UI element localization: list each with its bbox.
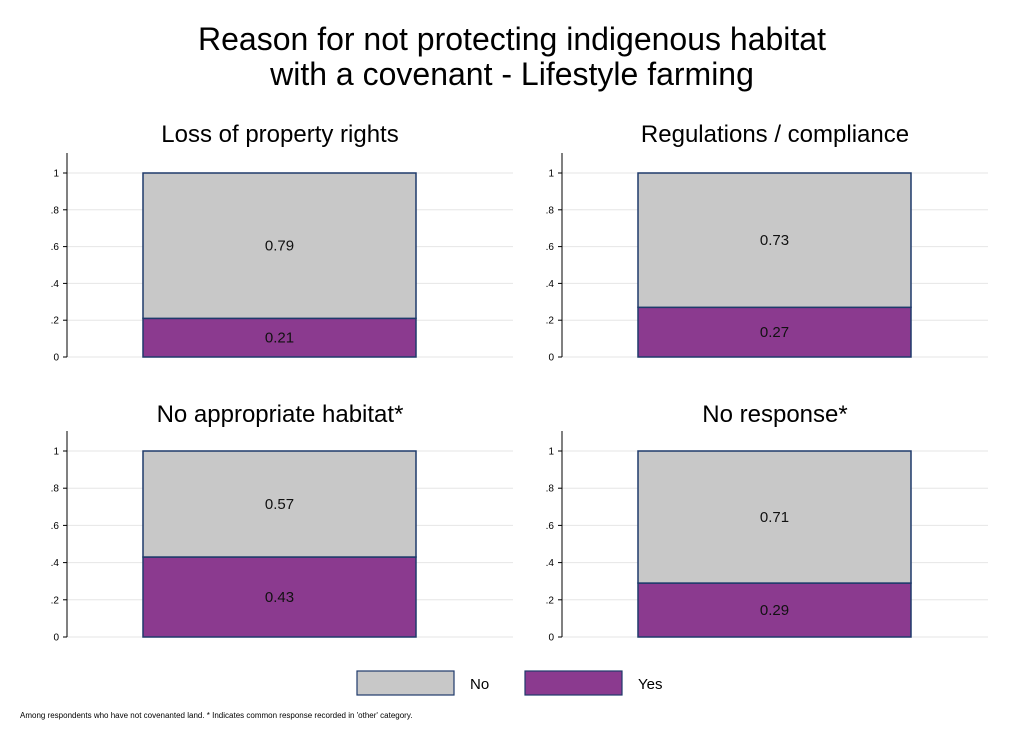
y-tick-label: .2	[51, 316, 60, 327]
y-tick-label: 0	[53, 353, 59, 364]
y-tick-label: .2	[546, 316, 555, 327]
chart-title-line-2: with a covenant - Lifestyle farming	[269, 56, 754, 92]
y-tick-label: .6	[546, 521, 555, 532]
legend-label-no: No	[470, 676, 489, 693]
panels-group: Loss of property rights0.2.4.6.810.210.7…	[51, 121, 988, 644]
y-tick-label: 0	[548, 353, 554, 364]
bar-label-no: 0.57	[265, 496, 294, 513]
bar-no	[637, 172, 912, 309]
bar-label-no: 0.79	[265, 238, 294, 255]
y-tick-label: .6	[51, 521, 60, 532]
y-tick-label: 1	[548, 447, 554, 458]
legend-label-yes: Yes	[638, 676, 662, 693]
y-tick-label: 0	[548, 633, 554, 644]
bar-no	[142, 450, 417, 558]
y-tick-label: .8	[51, 205, 60, 216]
y-tick-label: .4	[51, 279, 60, 290]
bar-label-no: 0.73	[760, 232, 789, 249]
panel-title: No response*	[702, 401, 847, 428]
bar-no	[142, 172, 417, 320]
panel-title: No appropriate habitat*	[157, 401, 404, 428]
bar-label-yes: 0.21	[265, 330, 294, 347]
y-tick-label: .2	[546, 595, 555, 606]
panel-2: Regulations / compliance 0 .2 .4 .6 .8 1 0.27 0.…	[546, 121, 988, 364]
y-tick-label: 0	[53, 633, 59, 644]
y-tick-label: 1	[53, 447, 59, 458]
chart-title-line-1: Reason for not protecting indigenous hab…	[198, 21, 826, 57]
y-tick-label: .6	[51, 242, 60, 253]
bar-label-yes: 0.43	[265, 589, 294, 606]
y-tick-label: .4	[546, 279, 555, 290]
bar-label-yes: 0.27	[760, 324, 789, 341]
panel-3: No appropriate habitat* 0 .2 .4 .6 .8 1 0.43 0.5…	[51, 401, 513, 644]
bar-yes	[637, 582, 912, 638]
bar-label-no: 0.71	[760, 509, 789, 526]
y-tick-label: .4	[546, 558, 555, 569]
y-tick-label: .8	[546, 205, 555, 216]
y-tick-label: .6	[546, 242, 555, 253]
panel-title: Regulations / compliance	[641, 121, 909, 148]
y-tick-label: .8	[51, 484, 60, 495]
panel-title: Loss of property rights	[161, 121, 398, 148]
bar-label-yes: 0.29	[760, 602, 789, 619]
legend: No Yes	[356, 670, 662, 696]
y-tick-label: .8	[546, 484, 555, 495]
panel-1: Loss of property rights 0 .2 .4 .6 .8 1 0.21 0.7…	[51, 121, 513, 364]
y-tick-label: 1	[548, 169, 554, 180]
footnote: Among respondents who have not covenante…	[20, 711, 413, 720]
bar-no	[637, 450, 912, 584]
y-tick-label: .4	[51, 558, 60, 569]
y-tick-label: .2	[51, 595, 60, 606]
bar-yes	[142, 317, 417, 358]
panel-4: No response* 0 .2 .4 .6 .8 1 0.29 0.71	[546, 401, 988, 644]
y-tick-label: 1	[53, 169, 59, 180]
legend-swatch-no	[356, 670, 455, 696]
bar-yes	[637, 306, 912, 358]
legend-swatch-yes	[524, 670, 623, 696]
